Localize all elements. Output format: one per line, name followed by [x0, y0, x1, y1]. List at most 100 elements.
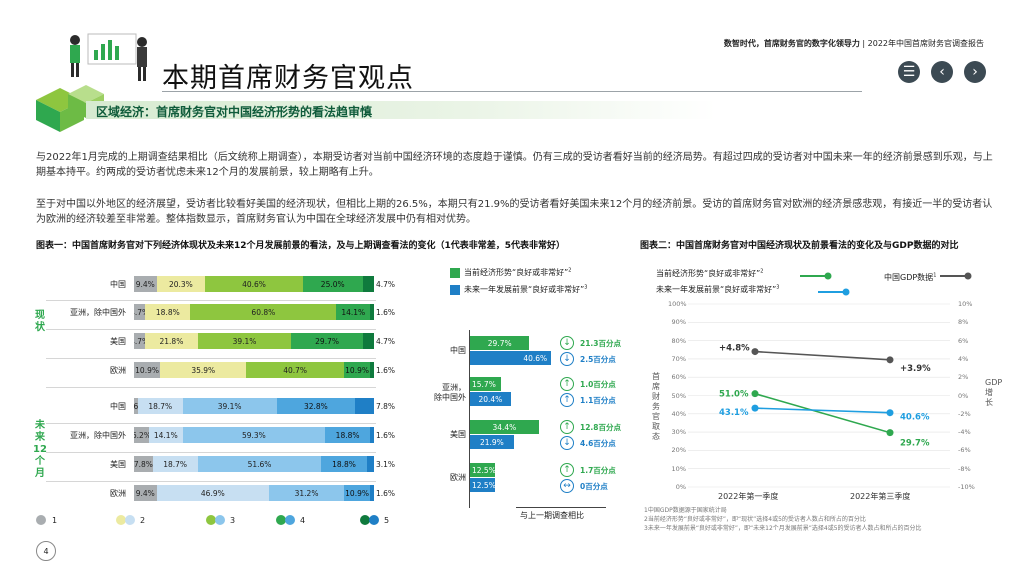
y-right-tick: 2% [958, 373, 969, 382]
previous-page-button[interactable]: ‹ [931, 61, 953, 83]
legend-future-text: 未来一年发展前景“良好或非常好” [464, 285, 585, 294]
current-segment-2: 21.8% [145, 333, 198, 349]
y-right-tick: -6% [958, 446, 971, 455]
mid-bar-current: 15.7% [470, 377, 502, 391]
future-segment-4: 18.8% [325, 427, 371, 443]
page-number-text: 4 [43, 546, 49, 556]
data-label: +3.9% [900, 364, 931, 374]
legend-swatch-3-a [206, 515, 216, 525]
mid-chart-footer-rule [516, 507, 606, 508]
next-page-button[interactable]: › [964, 61, 986, 83]
data-point [751, 390, 759, 398]
current-segment-5-label: 4.7% [376, 337, 396, 346]
section-heading: 区域经济：首席财务官对中国经济形势的看法趋审慎 [96, 105, 373, 119]
legend-marker-future [842, 288, 850, 296]
legend-current-sup: 2 [568, 267, 572, 274]
legend-current-label: 当前经济形势“良好或非常好”2 [464, 267, 571, 278]
future-segment-3: 39.1% [182, 398, 277, 414]
legend-label-3: 3 [230, 516, 236, 525]
data-label: 40.6% [900, 413, 930, 423]
future-segment-2: 18.7% [152, 456, 198, 472]
series-line [754, 350, 891, 361]
legend-swatch-2-b [125, 515, 135, 525]
y-left-tick: 0% [675, 483, 686, 491]
chevron-left-icon: ‹ [939, 64, 945, 80]
change-arrow-future-icon: ↓ [560, 436, 574, 450]
y-right-tick: 10% [958, 300, 973, 308]
current-segment-4: 29.7% [291, 333, 363, 349]
mid-bar-current: 34.4% [470, 420, 539, 434]
future-segment-2: 14.1% [148, 427, 183, 443]
current-segment-5-label: 4.7% [376, 280, 396, 289]
future-segment-5-label: 1.6% [376, 489, 396, 498]
future-segment-5 [355, 398, 374, 414]
fig2-legend-future: 未来一年发展前景“良好或非常好”3 [656, 284, 779, 295]
current-segment-5 [362, 333, 374, 349]
future-segment-2: 46.9% [156, 485, 270, 501]
series-line [754, 392, 891, 434]
x-label-q1: 2022年第一季度 [718, 492, 779, 501]
title-divider [162, 91, 862, 92]
future-row-label: 亚洲，除中国外 [70, 431, 126, 440]
current-segment-3: 39.1% [197, 333, 292, 349]
series-line [754, 407, 891, 414]
fig2-legend-gdp-sup: 1 [933, 272, 937, 279]
current-segment-2: 18.8% [145, 304, 191, 320]
row-separator [46, 481, 376, 482]
change-arrow-current-icon: ↑ [560, 463, 574, 477]
current-segment-3: 40.7% [246, 362, 344, 378]
current-segment-4: 10.9% [344, 362, 371, 378]
current-segment-5 [362, 276, 374, 292]
row-separator [46, 452, 376, 453]
menu-button[interactable]: ☰ [898, 61, 920, 83]
change-value-current: 21.3百分点 [580, 339, 622, 348]
change-arrow-current-icon: ↓ [560, 336, 574, 350]
row-separator [46, 358, 376, 359]
y-left-tick: 50% [671, 391, 686, 400]
legend-label-4: 4 [300, 516, 306, 525]
x-label-q3: 2022年第三季度 [850, 492, 911, 501]
y-right-tick: -8% [958, 464, 971, 473]
fig2-legend-gdp-text: 中国GDP数据 [884, 273, 934, 282]
change-arrow-future-icon: ↓ [560, 352, 574, 366]
section-banner [86, 101, 716, 119]
current-segment-1: 4.7% [134, 304, 146, 320]
current-row-label: 亚洲，除中国外 [70, 308, 126, 317]
current-segment-5 [370, 362, 374, 378]
y-right-tick: -2% [958, 409, 971, 418]
change-value-current: 1.7百分点 [580, 466, 616, 475]
change-value-future: 2.5百分点 [580, 355, 616, 364]
note-2: 2当前经济形势“良好或非常好”，即“现状”选择4或5的受访者人数占和所占的百分比 [644, 516, 866, 523]
data-point [751, 404, 759, 412]
y-left-tick: 80% [671, 336, 686, 345]
current-segment-2: 35.9% [160, 362, 247, 378]
current-segment-1: 10.9% [134, 362, 161, 378]
data-point [751, 348, 759, 356]
change-value-current: 1.0百分点 [580, 380, 616, 389]
y-right-tick: -4% [958, 428, 971, 437]
change-arrow-current-icon: ↑ [560, 420, 574, 434]
y-left-tick: 90% [671, 318, 686, 327]
future-segment-1: 6.2% [134, 427, 149, 443]
data-point [886, 429, 894, 437]
fig2-legend-current-sup: 2 [760, 268, 764, 275]
future-segment-3: 59.3% [182, 427, 326, 443]
data-label: 51.0% [719, 390, 749, 400]
future-segment-5-label: 3.1% [376, 460, 396, 469]
y-right-tick: 4% [958, 354, 969, 363]
fig2-legend-current: 当前经济形势“良好或非常好”2 [656, 268, 763, 279]
mid-row-label: 亚洲， 除中国外 [434, 383, 466, 402]
data-label: 29.7% [900, 439, 930, 449]
group-label-current: 现状 [35, 310, 45, 333]
future-segment-5-label: 1.6% [376, 431, 396, 440]
note-1: 1中国GDP数据源于国家统计局 [644, 507, 727, 514]
change-value-future: 4.6百分点 [580, 439, 616, 448]
report-header: 数智时代，首席财务官的数字化领导力 | 2022年中国首席财务官调查报告 [724, 38, 984, 49]
future-row-label: 中国 [110, 402, 126, 411]
page-title: 本期首席财务官观点 [162, 63, 414, 94]
future-segment-1: 1.6% [134, 398, 138, 414]
mid-bar-future: 12.5% [470, 478, 496, 492]
future-segment-1: 7.8% [134, 456, 153, 472]
paragraph-1: 与2022年1月完成的上期调查结果相比（后文统称上期调查），本期受访者对当前中国… [36, 152, 993, 178]
report-header-sep: | [862, 39, 866, 48]
